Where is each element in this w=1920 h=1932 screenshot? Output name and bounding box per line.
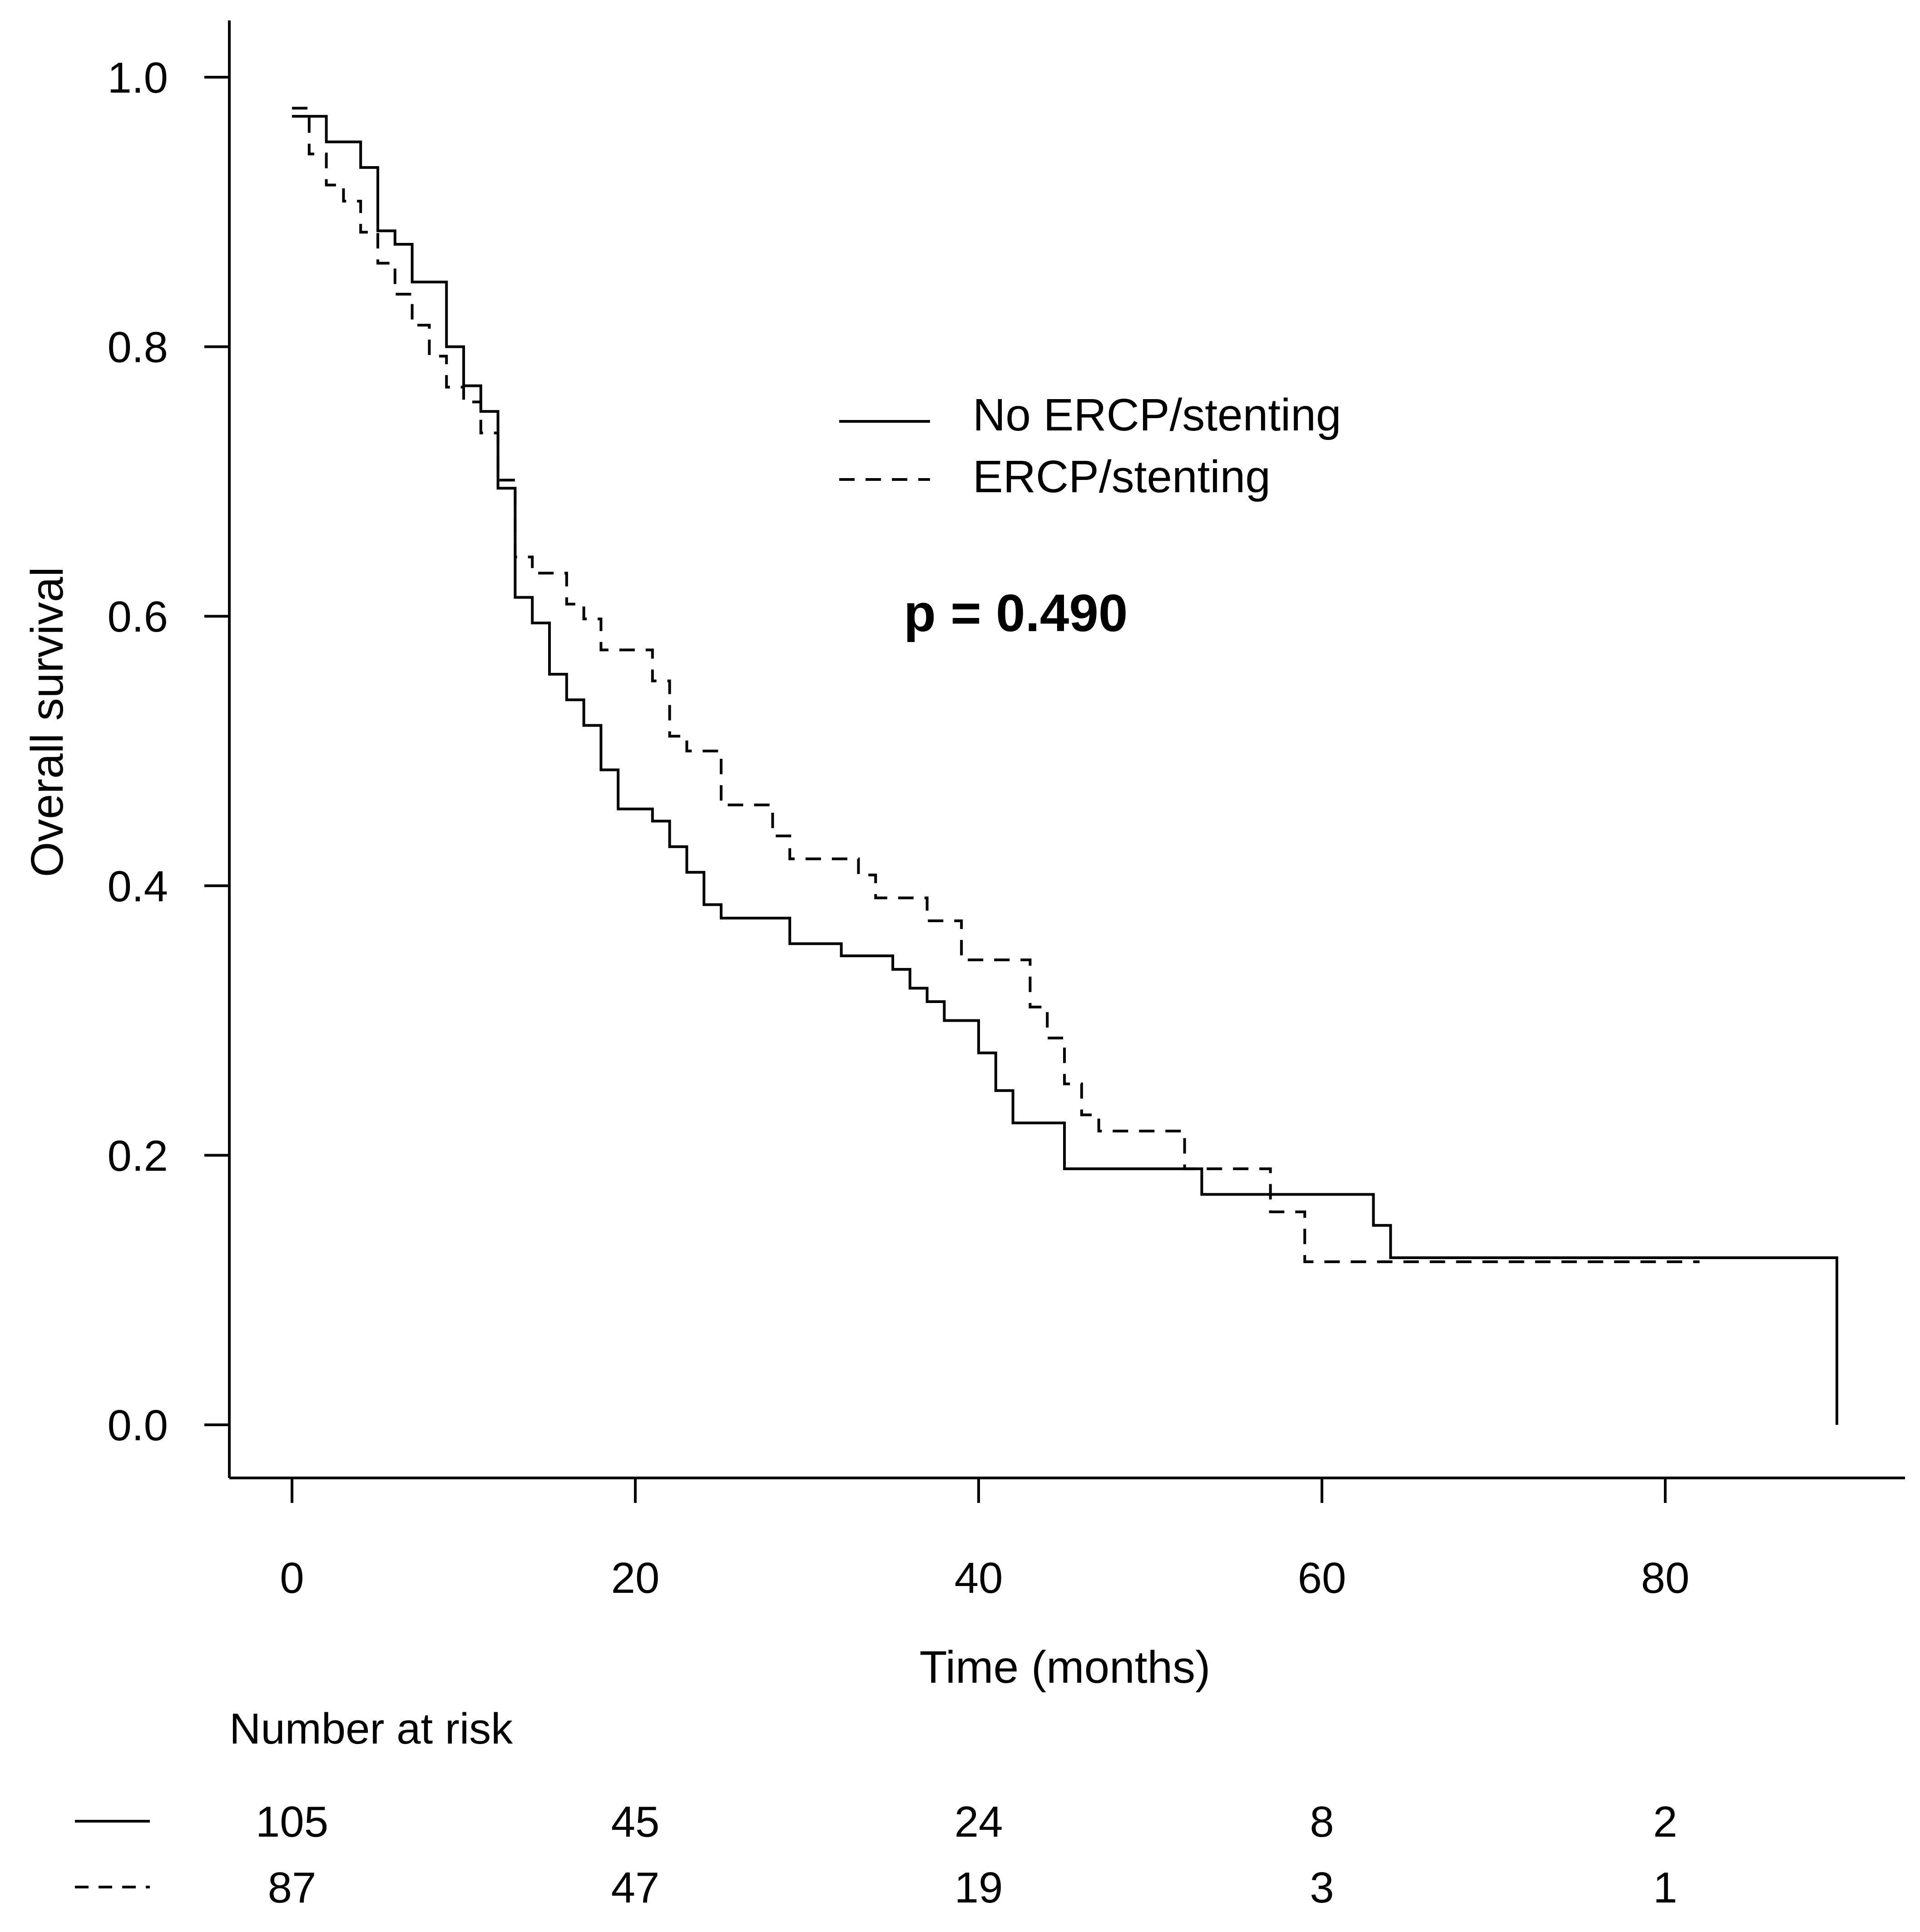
risk-value: 1 xyxy=(1653,1863,1677,1912)
risk-value: 24 xyxy=(955,1798,1003,1846)
y-axis-title: Overall survival xyxy=(22,567,73,877)
x-tick-label: 20 xyxy=(611,1554,660,1602)
ticks: 0.0 0.2 0.4 0.6 0.8 1.0 0 20 40 60 80 xyxy=(108,54,1690,1602)
risk-value: 45 xyxy=(611,1798,660,1846)
risk-value: 105 xyxy=(256,1798,328,1846)
y-tick-label: 0.6 xyxy=(108,593,168,641)
survival-curve-no-ercp xyxy=(292,115,1838,1425)
risk-value: 87 xyxy=(268,1863,317,1912)
risk-value: 8 xyxy=(1310,1798,1334,1846)
curves xyxy=(292,107,1838,1425)
x-tick-label: 60 xyxy=(1298,1554,1346,1602)
risk-value: 47 xyxy=(611,1863,660,1912)
y-tick-label: 0.0 xyxy=(108,1401,168,1450)
legend-label-no-ercp: No ERCP/stenting xyxy=(973,390,1341,440)
x-tick-label: 40 xyxy=(955,1554,1003,1602)
y-tick-label: 0.4 xyxy=(108,862,168,911)
x-tick-label: 80 xyxy=(1641,1554,1690,1602)
y-tick-label: 1.0 xyxy=(108,54,168,102)
axes xyxy=(228,20,1905,1479)
x-tick-label: 0 xyxy=(280,1554,304,1602)
legend: No ERCP/stenting ERCP/stenting xyxy=(839,390,1341,502)
risk-value: 19 xyxy=(955,1863,1003,1912)
number-at-risk-title: Number at risk xyxy=(229,1705,513,1753)
y-tick-label: 0.2 xyxy=(108,1132,168,1180)
legend-label-ercp: ERCP/stenting xyxy=(973,451,1271,502)
x-axis-title: Time (months) xyxy=(920,1642,1211,1693)
p-value-annotation: p = 0.490 xyxy=(904,583,1128,642)
number-at-risk-table: Number at risk 105 45 24 8 2 87 47 19 3 1 xyxy=(75,1705,1678,1912)
risk-value: 3 xyxy=(1310,1863,1334,1912)
y-tick-label: 0.8 xyxy=(108,323,168,372)
risk-value: 2 xyxy=(1653,1798,1677,1846)
